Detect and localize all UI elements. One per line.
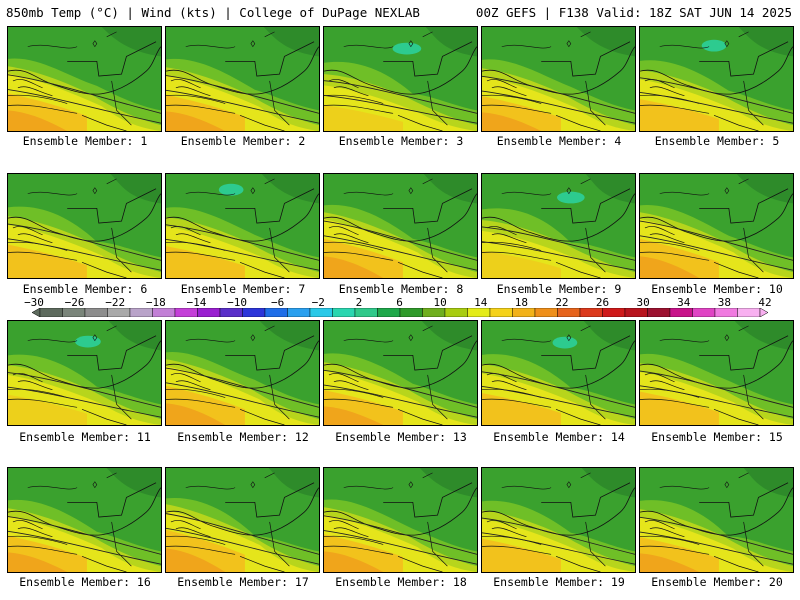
member-label: Ensemble Member: 4 <box>496 134 622 148</box>
colorbar-swatch <box>692 308 716 317</box>
ensemble-map-15 <box>639 320 794 426</box>
colorbar-tick-label: 10 <box>433 296 447 309</box>
ensemble-map-6 <box>7 173 162 279</box>
member-label: Ensemble Member: 19 <box>493 575 625 589</box>
member-label: Ensemble Member: 15 <box>651 430 783 444</box>
colorbar-tick-label: 14 <box>474 296 488 309</box>
colorbar-tick-label: −2 <box>311 296 325 309</box>
member-label: Ensemble Member: 8 <box>338 282 464 296</box>
member-label: Ensemble Member: 16 <box>19 575 151 589</box>
colorbar-swatch <box>332 308 356 317</box>
colorbar-swatch <box>62 308 86 317</box>
member-label: Ensemble Member: 12 <box>177 430 309 444</box>
ensemble-map-9 <box>481 173 636 279</box>
ensemble-map-5 <box>639 26 794 132</box>
colorbar-swatch <box>512 308 536 317</box>
ensemble-map-14 <box>481 320 636 426</box>
member-label: Ensemble Member: 3 <box>338 134 464 148</box>
member-label: Ensemble Member: 13 <box>335 430 467 444</box>
colorbar-left-arrow <box>32 308 41 317</box>
colorbar-swatch <box>197 308 221 317</box>
colorbar-swatch <box>354 308 378 317</box>
ensemble-map-18 <box>323 467 478 573</box>
member-label: Ensemble Member: 5 <box>654 134 780 148</box>
ensemble-map-13 <box>323 320 478 426</box>
colorbar-swatch <box>489 308 513 317</box>
member-label: Ensemble Member: 14 <box>493 430 625 444</box>
colorbar-tick-label: 38 <box>717 296 731 309</box>
colorbar-tick-label: −6 <box>271 296 285 309</box>
ensemble-map-20 <box>639 467 794 573</box>
colorbar-swatch <box>737 308 761 317</box>
colorbar: −30 −26 −22 −18 −14 −10 −6 −2 2 6 10 14 18 22 26 30 34 38… <box>0 296 800 320</box>
colorbar-tick-label: 34 <box>677 296 691 309</box>
member-label: Ensemble Member: 18 <box>335 575 467 589</box>
colorbar-swatch <box>714 308 738 317</box>
colorbar-tick-label: 6 <box>396 296 403 309</box>
ensemble-map-8 <box>323 173 478 279</box>
ensemble-map-1 <box>7 26 162 132</box>
colorbar-swatch <box>422 308 446 317</box>
ensemble-map-19 <box>481 467 636 573</box>
colorbar-tick-label: −26 <box>64 296 85 309</box>
ensemble-map-16 <box>7 467 162 573</box>
member-label: Ensemble Member: 7 <box>180 282 306 296</box>
colorbar-tick-label: 30 <box>636 296 650 309</box>
colorbar-swatch <box>669 308 693 317</box>
colorbar-right-arrow <box>759 308 768 317</box>
colorbar-swatch <box>152 308 176 317</box>
colorbar-tick-label: −18 <box>145 296 166 309</box>
member-label: Ensemble Member: 2 <box>180 134 306 148</box>
member-label: Ensemble Member: 9 <box>496 282 622 296</box>
colorbar-scale <box>32 308 768 317</box>
colorbar-tick-label: 18 <box>514 296 528 309</box>
colorbar-swatch <box>84 308 108 317</box>
colorbar-swatch <box>107 308 131 317</box>
title-left: 850mb Temp (°C) | Wind (kts) | College o… <box>6 5 420 20</box>
colorbar-swatch <box>242 308 266 317</box>
colorbar-swatch <box>174 308 198 317</box>
colorbar-swatch <box>444 308 468 317</box>
colorbar-tick-label: −30 <box>24 296 44 309</box>
ensemble-map-7 <box>165 173 320 279</box>
colorbar-tick-label: −14 <box>186 296 207 309</box>
colorbar-tick-label: −22 <box>105 296 126 309</box>
member-label: Ensemble Member: 20 <box>651 575 783 589</box>
colorbar-swatch <box>39 308 63 317</box>
member-label: Ensemble Member: 10 <box>651 282 783 296</box>
colorbar-swatch <box>264 308 288 317</box>
colorbar-swatch <box>287 308 311 317</box>
colorbar-swatch <box>534 308 558 317</box>
colorbar-swatch <box>624 308 648 317</box>
colorbar-swatch <box>219 308 243 317</box>
colorbar-tick-label: 42 <box>758 296 772 309</box>
colorbar-swatch <box>377 308 401 317</box>
colorbar-swatch <box>129 308 153 317</box>
ensemble-map-11 <box>7 320 162 426</box>
ensemble-map-2 <box>165 26 320 132</box>
colorbar-swatch <box>557 308 581 317</box>
colorbar-tick-label: 22 <box>555 296 569 309</box>
ensemble-map-3 <box>323 26 478 132</box>
colorbar-swatch <box>579 308 603 317</box>
colorbar-swatch <box>602 308 626 317</box>
member-label: Ensemble Member: 1 <box>22 134 148 148</box>
member-label: Ensemble Member: 11 <box>19 430 151 444</box>
member-label: Ensemble Member: 17 <box>177 575 309 589</box>
colorbar-swatch <box>647 308 671 317</box>
ensemble-map-17 <box>165 467 320 573</box>
colorbar-swatch <box>467 308 491 317</box>
colorbar-swatch <box>399 308 423 317</box>
colorbar-tick-label: 2 <box>355 296 363 309</box>
colorbar-tick-label: −10 <box>227 296 247 309</box>
colorbar-swatch <box>309 308 333 317</box>
ensemble-map-10 <box>639 173 794 279</box>
ensemble-map-4 <box>481 26 636 132</box>
ensemble-map-12 <box>165 320 320 426</box>
member-label: Ensemble Member: 6 <box>22 282 148 296</box>
title-right: 00Z GEFS | F138 Valid: 18Z SAT JUN 14 20… <box>475 5 792 20</box>
colorbar-tick-label: 26 <box>595 296 610 309</box>
